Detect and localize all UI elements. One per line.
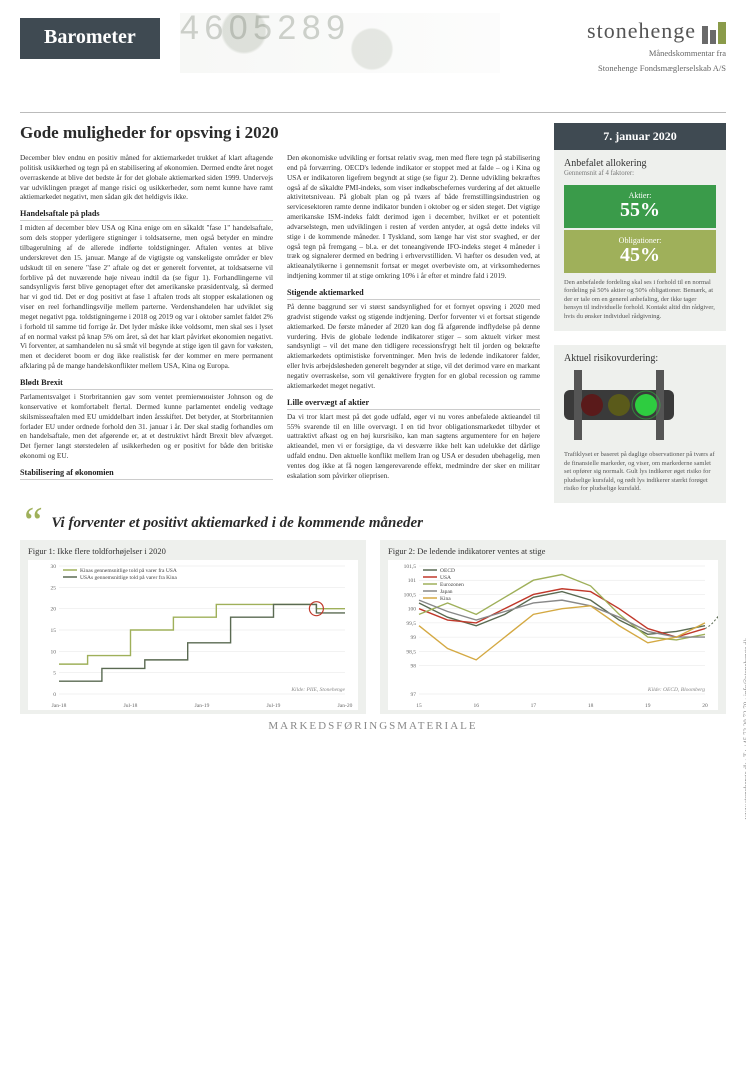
- svg-text:19: 19: [645, 703, 651, 709]
- stonehenge-logo-icon: [702, 22, 726, 44]
- subhead-3: Stabilisering af økonomien: [20, 467, 273, 480]
- alloc-title: Anbefalet allokering: [564, 158, 716, 169]
- fig2-chart: 97 98 98,5 99 99,5 100 100,5 101 101,5 15 16 17 18 19…: [388, 560, 718, 710]
- svg-text:20: 20: [51, 607, 57, 613]
- svg-text:Jul-19: Jul-19: [267, 703, 281, 709]
- svg-text:25: 25: [51, 586, 57, 592]
- svg-text:97: 97: [411, 692, 417, 698]
- main: Gode muligheder for opsving i 2020 Decem…: [0, 113, 746, 503]
- svg-text:5: 5: [53, 671, 56, 677]
- svg-text:20: 20: [702, 703, 708, 709]
- article: Gode muligheder for opsving i 2020 Decem…: [20, 123, 540, 503]
- bonds-bar: Obligationer: 45%: [564, 230, 716, 273]
- fig1-title: Figur 1: Ikke flere toldforhøjelser i 20…: [28, 546, 358, 556]
- svg-text:Kilde: OECD, Bloomberg: Kilde: OECD, Bloomberg: [647, 687, 705, 693]
- svg-text:101: 101: [408, 579, 417, 585]
- svg-text:Jan-19: Jan-19: [195, 703, 210, 709]
- svg-text:15: 15: [416, 703, 422, 709]
- svg-text:OECD: OECD: [440, 568, 455, 574]
- quote-band: “ Vi forventer et positivt aktiemarked i…: [20, 513, 726, 534]
- contact-info: www.stonehenge.dk · T.: +45 72 20 72 70 …: [742, 638, 746, 819]
- traffic-light-icon: [564, 370, 674, 440]
- svg-text:100,5: 100,5: [404, 593, 417, 599]
- svg-text:Japan: Japan: [440, 589, 453, 595]
- brand-sub2: Stonehenge Fondsmæglerselskab A/S: [587, 63, 726, 74]
- svg-text:99,5: 99,5: [406, 621, 416, 627]
- intro: December blev endnu en positiv måned for…: [20, 153, 273, 202]
- subhead-1: Handelsaftale på plads: [20, 208, 273, 221]
- svg-text:30: 30: [51, 564, 57, 570]
- svg-text:USAs gennemsnitlige told på va: USAs gennemsnitlige told på varer fra Ki…: [80, 574, 177, 581]
- charts-row: Figur 1: Ikke flere toldforhøjelser i 20…: [0, 540, 746, 714]
- footer: MARKEDSFØRINGSMATERIALE: [0, 720, 746, 732]
- svg-text:Jul-18: Jul-18: [124, 703, 138, 709]
- svg-text:USA: USA: [440, 575, 451, 581]
- figure-1: Figur 1: Ikke flere toldforhøjelser i 20…: [20, 540, 366, 714]
- risk-box: Aktuel risikovurdering: Trafiklyset er b…: [554, 345, 726, 503]
- svg-text:99: 99: [411, 635, 417, 641]
- para-1: I midten af december blev USA og Kina en…: [20, 223, 273, 371]
- para-5: Da vi tror klart mest på det gode udfald…: [287, 412, 540, 481]
- svg-text:Eurozonen: Eurozonen: [440, 582, 464, 588]
- subhead-5: Lille overvægt af aktier: [287, 397, 540, 410]
- svg-text:98: 98: [411, 664, 417, 670]
- date-box: 7. januar 2020: [554, 123, 726, 150]
- svg-text:10: 10: [51, 650, 57, 656]
- svg-text:18: 18: [588, 703, 594, 709]
- alloc-sub: Gennemsnit af 4 faktorer:: [564, 170, 716, 177]
- svg-text:16: 16: [473, 703, 479, 709]
- bonds-pct: 45%: [620, 244, 660, 266]
- figure-2: Figur 2: De ledende indikatorer ventes a…: [380, 540, 726, 714]
- subhead-4: Stigende aktiemarked: [287, 287, 540, 300]
- fig1-chart: 0 5 10 15 20 25 30 Jan-18 Jul-18 Jan-19 Jul-19 Jan-…: [28, 560, 358, 710]
- svg-text:Jan-18: Jan-18: [52, 703, 67, 709]
- stocks-pct: 55%: [620, 199, 660, 221]
- svg-text:101,5: 101,5: [404, 564, 417, 570]
- allocation-box: Anbefalet allokering Gennemsnit af 4 fak…: [554, 150, 726, 331]
- svg-text:15: 15: [51, 628, 57, 634]
- risk-note: Trafiklyset er baseret på daglige observ…: [564, 451, 716, 493]
- stocks-bar: Aktier: 55%: [564, 185, 716, 228]
- header: Barometer 4 6 0 5 2 8 9 stonehenge Måned…: [20, 18, 726, 108]
- brand-sub1: Månedskommentar fra: [587, 48, 726, 59]
- subhead-2: Blødt Brexit: [20, 377, 273, 390]
- para-3: Den økonomiske udvikling er fortsat rela…: [287, 153, 540, 281]
- svg-text:Jan-20: Jan-20: [338, 703, 353, 709]
- svg-text:100: 100: [408, 607, 417, 613]
- svg-text:0: 0: [53, 692, 56, 698]
- para-2: Parlamentsvalget i Storbritannien gav so…: [20, 392, 273, 461]
- svg-text:17: 17: [531, 703, 537, 709]
- brand-name: stonehenge: [587, 18, 696, 44]
- svg-text:Kilde: PIIE, Stonehenge: Kilde: PIIE, Stonehenge: [290, 687, 345, 693]
- alloc-note: Den anbefalede fordeling skal ses i forh…: [564, 279, 716, 321]
- para-4: På denne baggrund ser vi størst sandsynl…: [287, 302, 540, 391]
- brand-name-row: stonehenge: [587, 18, 726, 44]
- article-title: Gode muligheder for opsving i 2020: [20, 123, 540, 143]
- svg-text:Kinas gennemsnitlige told på v: Kinas gennemsnitlige told på varer fra U…: [80, 567, 177, 574]
- barometer-title: Barometer: [20, 18, 160, 59]
- article-body: December blev endnu en positiv måned for…: [20, 153, 540, 484]
- svg-text:98,5: 98,5: [406, 650, 416, 656]
- quote-text: Vi forventer et positivt aktiemarked i d…: [51, 515, 423, 532]
- risk-title: Aktuel risikovurdering:: [564, 353, 716, 364]
- svg-text:Kina: Kina: [440, 596, 451, 602]
- sidebar: 7. januar 2020 Anbefalet allokering Genn…: [554, 123, 726, 503]
- quote-mark-icon: “: [20, 513, 43, 534]
- fig2-title: Figur 2: De ledende indikatorer ventes a…: [388, 546, 718, 556]
- header-decoration: 4 6 0 5 2 8 9: [180, 13, 500, 73]
- brand-block: stonehenge Månedskommentar fra Stoneheng…: [587, 18, 726, 74]
